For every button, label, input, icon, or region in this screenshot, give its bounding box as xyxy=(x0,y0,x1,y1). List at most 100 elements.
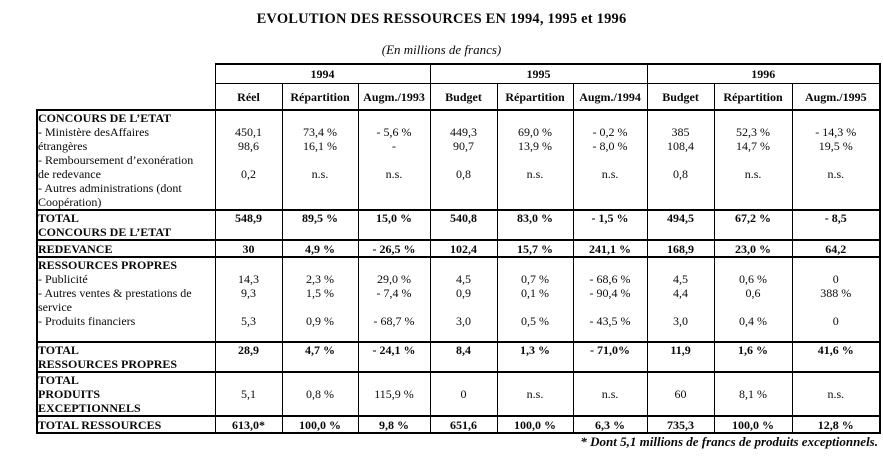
data-cell: 0,8 xyxy=(429,167,498,181)
column-header: Répartition xyxy=(281,83,359,111)
data-cell: - 8,5 xyxy=(791,209,882,225)
row-label: - Autres administrations (dont xyxy=(36,181,216,195)
unit-note: (En millions de francs) xyxy=(381,42,502,57)
column-header: Budget xyxy=(429,83,498,111)
data-cell: 98,6 xyxy=(214,139,283,153)
data-cell xyxy=(791,357,882,372)
data-cell xyxy=(572,225,648,240)
page-title: EVOLUTION DES RESSOURCES EN 1994, 1995 e… xyxy=(256,11,627,27)
data-cell xyxy=(281,357,359,372)
data-cell xyxy=(572,357,648,372)
data-cell xyxy=(791,110,882,125)
data-cell xyxy=(357,300,431,314)
row-label: TOTAL xyxy=(36,371,216,387)
table-row-total-concours-line1: TOTAL 548,9 89,5 % 15,0 % 540,8 83,0 % - 1,5 %… xyxy=(36,209,882,225)
row-label: CONCOURS DE L’ETAT xyxy=(36,110,216,125)
data-cell: 0,8 % xyxy=(281,387,359,401)
data-cell xyxy=(429,195,498,210)
table-row-ressources-propres-heading: RESSOURCES PROPRES xyxy=(36,256,882,272)
data-cell: 4,4 xyxy=(646,286,715,300)
data-cell: - 24,1 % xyxy=(357,341,431,357)
data-cell: - 14,3 % xyxy=(791,125,882,139)
data-cell xyxy=(646,300,715,314)
data-cell: - xyxy=(357,139,431,153)
data-cell: 168,9 xyxy=(646,239,715,257)
data-cell xyxy=(429,300,498,314)
data-cell xyxy=(713,225,793,240)
table-row-autres-ventes-line1: - Autres ventes & prestations de 9,3 1,5 %… xyxy=(36,286,882,300)
data-cell xyxy=(646,371,715,387)
data-cell: 0,5 % xyxy=(496,314,574,328)
data-cell: - 43,5 % xyxy=(572,314,648,328)
column-header: Réel xyxy=(214,83,283,111)
data-cell: 73,4 % xyxy=(281,125,359,139)
data-cell xyxy=(646,110,715,125)
data-cell xyxy=(713,153,793,167)
data-cell xyxy=(281,300,359,314)
data-cell xyxy=(646,195,715,210)
data-cell xyxy=(646,357,715,372)
data-cell: 30 xyxy=(214,239,283,257)
data-cell: 83,0 % xyxy=(496,209,574,225)
data-cell xyxy=(646,225,715,240)
data-cell: n.s. xyxy=(791,387,882,401)
data-cell xyxy=(357,357,431,372)
table-row-autres-ventes-line2: service xyxy=(36,300,882,314)
data-cell: 102,4 xyxy=(429,239,498,257)
data-cell xyxy=(281,256,359,272)
data-cell xyxy=(357,153,431,167)
data-cell: 0 xyxy=(429,387,498,401)
data-cell xyxy=(429,110,498,125)
row-label: - Autres ventes & prestations de xyxy=(36,286,216,300)
data-cell: 14,3 xyxy=(214,272,283,286)
data-cell xyxy=(214,328,283,342)
data-cell: 108,4 xyxy=(646,139,715,153)
data-cell xyxy=(572,181,648,195)
table-row-ministere-affaires-line2: étrangères 98,6 16,1 % -90,7 13,9 % - 8,0 % 10… xyxy=(36,139,882,153)
data-cell: 548,9 xyxy=(214,209,283,225)
year-header-row: 1994 1995 1996 xyxy=(37,63,882,111)
data-cell xyxy=(791,371,882,387)
data-cell xyxy=(214,110,283,125)
data-cell xyxy=(357,110,431,125)
table-row-total-ressources-propres-line1: TOTAL 28,9 4,7 % - 24,1 % 8,4 1,3 % - 71,0% 11,… xyxy=(36,341,882,357)
table-row-total-produits-exceptionnels-line1: TOTAL xyxy=(36,371,882,387)
data-cell: 8,1 % xyxy=(713,387,793,401)
table-header: 1994 1995 1996 Réel Répartition Augm./1993 Bud… xyxy=(37,63,882,111)
data-cell: - 0,2 % xyxy=(572,125,648,139)
row-label: - Publicité xyxy=(36,272,216,286)
data-cell xyxy=(357,181,431,195)
year-group-header: 1995 xyxy=(429,63,648,84)
data-cell: 0,2 xyxy=(214,167,283,181)
data-cell: 89,5 % xyxy=(281,209,359,225)
data-cell xyxy=(572,371,648,387)
data-cell: 450,1 xyxy=(214,125,283,139)
data-cell xyxy=(791,195,882,210)
data-cell: 60 xyxy=(646,387,715,401)
data-cell: 100,0 % xyxy=(281,415,359,434)
data-cell: 449,3 xyxy=(429,125,498,139)
sub-header-row: Réel Répartition Augm./1993 Budget Répartiti… xyxy=(37,83,882,111)
data-cell: 69,0 % xyxy=(496,125,574,139)
data-cell xyxy=(281,181,359,195)
data-cell xyxy=(713,110,793,125)
data-cell: - 90,4 % xyxy=(572,286,648,300)
column-header: Budget xyxy=(646,83,715,111)
data-cell: 9,8 % xyxy=(357,415,431,434)
data-cell xyxy=(572,153,648,167)
data-cell xyxy=(572,195,648,210)
row-label: Coopération) xyxy=(36,195,216,210)
data-cell xyxy=(572,256,648,272)
row-label: TOTAL xyxy=(36,341,216,357)
data-cell: - 8,0 % xyxy=(572,139,648,153)
data-cell xyxy=(713,328,793,342)
data-cell: 0,6 % xyxy=(713,272,793,286)
data-cell xyxy=(429,401,498,416)
column-header: Répartition xyxy=(713,83,793,111)
data-cell: 13,9 % xyxy=(496,139,574,153)
table-row-concours-etat-heading: CONCOURS DE L’ETAT xyxy=(36,110,882,125)
data-cell xyxy=(572,401,648,416)
data-cell: 385 xyxy=(646,125,715,139)
corner-cell xyxy=(37,64,215,111)
row-label: EXCEPTIONNELS xyxy=(36,401,216,416)
